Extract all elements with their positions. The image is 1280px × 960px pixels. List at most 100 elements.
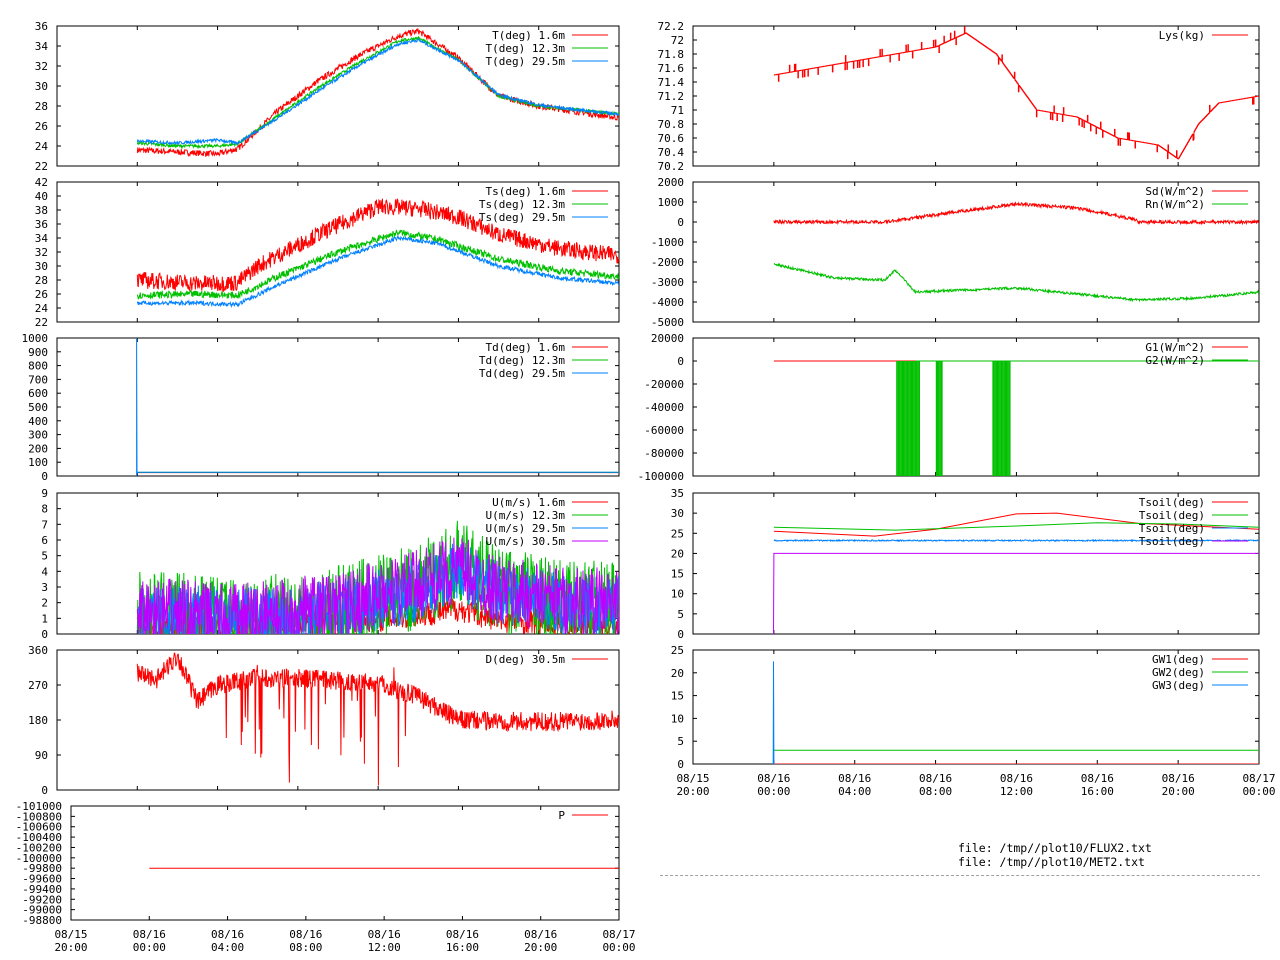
legend-label: U(m/s) 29.5m [486, 522, 566, 535]
x-tick-time: 00:00 [133, 941, 166, 954]
y-tick-label: 32 [35, 60, 48, 73]
legend-label: Sd(W/m^2) [1145, 185, 1205, 198]
y-tick-label: 25 [671, 527, 684, 540]
y-tick-label: 30 [35, 80, 48, 93]
series-line [773, 262, 1259, 303]
y-tick-label: -4000 [651, 296, 684, 309]
legend-label: G1(W/m^2) [1145, 341, 1205, 354]
series-line [773, 538, 1259, 543]
x-tick-time: 20:00 [524, 941, 557, 954]
footer-divider [660, 875, 1260, 876]
x-tick-date: 08/16 [838, 772, 871, 785]
y-tick-label: 22 [35, 160, 48, 173]
y-tick-label: 5 [677, 735, 684, 748]
y-tick-label: 71.8 [658, 48, 685, 61]
y-tick-label: 34 [35, 40, 49, 53]
x-tick-date: 08/16 [524, 928, 557, 941]
y-tick-label: 40 [35, 190, 48, 203]
y-tick-label: 30 [35, 260, 48, 273]
plot-frame [692, 492, 1260, 635]
y-tick-label: 20000 [651, 332, 684, 345]
x-tick-time: 04:00 [838, 785, 871, 798]
x-tick-time: 08:00 [289, 941, 322, 954]
x-tick-time: 20:00 [1162, 785, 1195, 798]
y-tick-label: -5000 [651, 316, 684, 329]
x-tick-time: 16:00 [1081, 785, 1114, 798]
x-tick-time: 20:00 [54, 941, 87, 954]
y-tick-label: -60000 [644, 424, 684, 437]
series-line [773, 201, 1259, 226]
y-tick-label: 800 [28, 360, 48, 373]
panel-lysimeter: 70.270.470.670.87171.271.471.671.87272.2… [658, 20, 1260, 173]
y-tick-label: 9 [41, 487, 48, 500]
y-tick-label: 360 [28, 644, 48, 657]
series-line [136, 235, 619, 309]
y-tick-label: 6 [41, 534, 48, 547]
y-tick-label: 1000 [22, 332, 49, 345]
y-tick-label: 72 [671, 34, 684, 47]
series-line [136, 229, 619, 300]
y-tick-label: 34 [35, 232, 49, 245]
y-tick-label: -99200 [22, 893, 62, 906]
y-tick-label: 270 [28, 679, 48, 692]
series-line [136, 338, 619, 476]
y-tick-label: 0 [677, 355, 684, 368]
plot-frame [692, 181, 1260, 323]
x-tick-date: 08/17 [602, 928, 635, 941]
panel-pressure: -98800-99000-99200-99400-99600-99800-100… [16, 800, 620, 927]
panel-groundwater: 0 5 10 15 20 25 GW1(deg)GW2(deg)GW3(deg) [671, 644, 1260, 771]
legend-label: U(m/s) 12.3m [486, 509, 566, 522]
y-tick-label: 4 [41, 565, 48, 578]
y-tick-label: 36 [35, 218, 48, 231]
legend-label: Tsoil(deg) [1139, 535, 1205, 548]
file-label-met: file: /tmp//plot10/MET2.txt [958, 855, 1145, 869]
y-tick-label: 0 [41, 470, 48, 483]
y-tick-label: 0 [677, 628, 684, 641]
y-tick-label: 42 [35, 176, 48, 189]
series-line [773, 552, 1259, 634]
y-tick-label: 36 [35, 20, 48, 33]
y-tick-label: 26 [35, 120, 48, 133]
legend-label: T(deg) 12.3m [486, 42, 566, 55]
y-tick-label: 100 [28, 456, 48, 469]
y-tick-label: -100800 [16, 810, 62, 823]
y-tick-label: 30 [671, 507, 684, 520]
x-tick-date: 08/15 [676, 772, 709, 785]
y-tick-label: 70.8 [658, 118, 685, 131]
y-tick-label: 71.6 [658, 62, 685, 75]
x-tick-time: 12:00 [1000, 785, 1033, 798]
panel-soil-temperature: 05101520253035Tsoil(deg)Tsoil(deg)Tsoil(… [671, 487, 1260, 641]
y-tick-label: 26 [35, 288, 48, 301]
y-tick-label: 1000 [658, 196, 685, 209]
y-tick-label: 28 [35, 100, 48, 113]
x-tick-time: 08:00 [919, 785, 952, 798]
y-tick-label: 72.2 [658, 20, 685, 33]
y-tick-label: 2 [41, 597, 48, 610]
y-tick-label: 1 [41, 612, 48, 625]
y-tick-label: 35 [671, 487, 684, 500]
legend-label: G2(W/m^2) [1145, 354, 1205, 367]
panel-wind-direction: 0 90 180 270 360 D(deg) 30.5m [28, 644, 620, 797]
y-tick-label: -100000 [16, 852, 62, 865]
y-tick-label: 20 [671, 667, 684, 680]
y-tick-label: 0 [677, 216, 684, 229]
legend-label: T(deg) 1.6m [492, 29, 565, 42]
x-tick-date: 08/17 [1242, 772, 1275, 785]
x-tick-time: 00:00 [757, 785, 790, 798]
y-tick-label: 7 [41, 518, 48, 531]
y-tick-label: 10 [671, 588, 684, 601]
legend-label: D(deg) 30.5m [486, 653, 566, 666]
legend-label: P [558, 809, 565, 822]
x-tick-time: 04:00 [211, 941, 244, 954]
series-line [772, 661, 775, 764]
y-tick-label: -98800 [22, 914, 62, 927]
series-line [136, 652, 619, 786]
legend-label: Tsoil(deg) [1139, 522, 1205, 535]
y-tick-label: -2000 [651, 256, 684, 269]
legend-label: Td(deg) 12.3m [479, 354, 565, 367]
legend-label: Td(deg) 1.6m [486, 341, 566, 354]
y-tick-label: 5 [677, 608, 684, 621]
y-tick-label: 70.2 [658, 160, 685, 173]
y-tick-label: 0 [677, 758, 684, 771]
